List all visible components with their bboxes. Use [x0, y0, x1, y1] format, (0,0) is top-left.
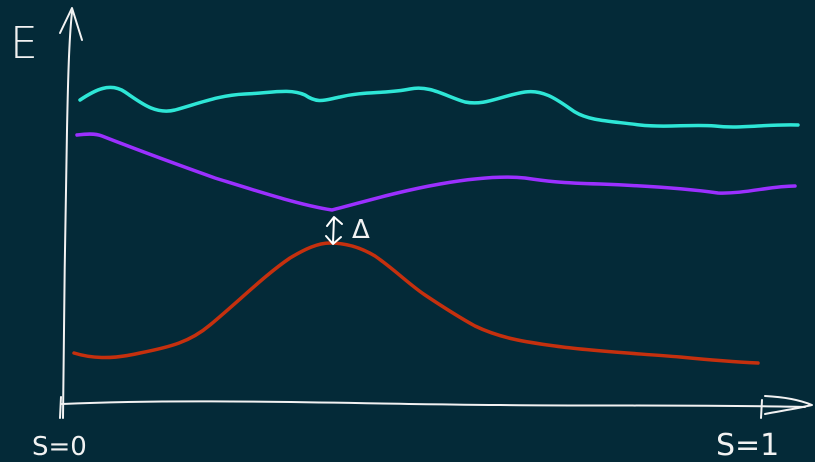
- gap-double-arrow: [325, 216, 343, 245]
- x-axis-start-tick: [59, 396, 62, 419]
- x-axis-end-tick: [760, 399, 763, 419]
- x-axis-start-label: S=0: [32, 432, 87, 462]
- gap-label: Δ: [352, 215, 370, 245]
- top-energy-curve: [78, 85, 800, 129]
- ground-curve: [72, 241, 760, 365]
- first-excited-curve: [75, 132, 797, 212]
- x-axis-end-label: S=1: [716, 428, 779, 462]
- x-axis: [61, 400, 806, 408]
- x-axis-arrowhead: [764, 395, 813, 415]
- y-axis: [62, 11, 73, 419]
- y-axis-label: E: [10, 18, 38, 69]
- y-axis-arrowhead: [59, 7, 83, 41]
